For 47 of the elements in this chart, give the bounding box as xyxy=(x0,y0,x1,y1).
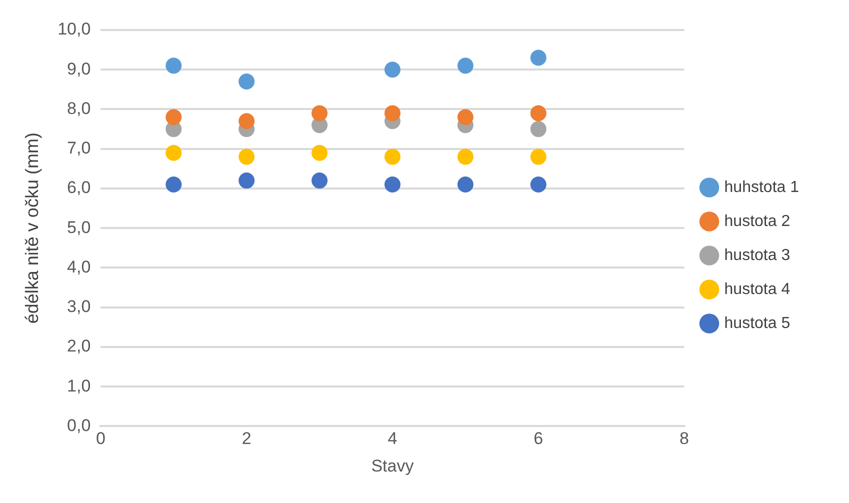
x-tick-label: 6 xyxy=(534,429,544,448)
point xyxy=(457,109,474,126)
legend-label: huhstota 1 xyxy=(724,178,800,196)
y-tick-label: 2,0 xyxy=(67,336,91,356)
point xyxy=(530,50,546,66)
point xyxy=(384,148,400,165)
y-tick-label: 4,0 xyxy=(67,257,91,276)
point xyxy=(384,105,400,122)
point xyxy=(238,172,255,189)
y-tick-label: 6,0 xyxy=(67,178,91,198)
y-tick-label: 0,0 xyxy=(67,416,91,435)
point xyxy=(530,148,546,165)
point xyxy=(457,58,474,74)
y-axis-title: édélka nitě v očku (mm) xyxy=(22,132,42,324)
point xyxy=(530,121,546,138)
point xyxy=(312,144,328,161)
x-tick-label: 8 xyxy=(680,429,690,448)
point xyxy=(312,105,328,122)
y-tick-label: 5,0 xyxy=(67,218,91,237)
legend-label: hustota 4 xyxy=(724,280,790,298)
legend-label: hustota 5 xyxy=(724,314,790,332)
point xyxy=(166,144,182,161)
point xyxy=(312,172,328,189)
point xyxy=(166,58,182,74)
point xyxy=(530,105,546,122)
point xyxy=(238,148,255,165)
point xyxy=(457,176,474,193)
point xyxy=(238,74,255,90)
y-tick-label: 8,0 xyxy=(67,98,91,118)
y-tick-label: 7,0 xyxy=(67,138,91,158)
point xyxy=(238,113,255,130)
x-axis-title: Stavy xyxy=(371,456,414,476)
y-tick-label: 9,0 xyxy=(67,59,91,78)
x-tick-label: 0 xyxy=(96,429,106,448)
legend-label: hustota 3 xyxy=(724,246,790,264)
y-tick-label: 10,0 xyxy=(58,20,91,39)
x-tick-label: 2 xyxy=(242,429,252,448)
point xyxy=(384,176,400,193)
point xyxy=(530,176,546,193)
legend-label: hustota 2 xyxy=(724,212,790,230)
point xyxy=(384,62,400,78)
x-tick-label: 4 xyxy=(388,429,398,448)
y-tick-label: 1,0 xyxy=(67,376,91,396)
y-tick-label: 3,0 xyxy=(67,297,91,316)
point xyxy=(457,148,474,165)
point xyxy=(166,109,182,126)
point xyxy=(166,176,182,193)
